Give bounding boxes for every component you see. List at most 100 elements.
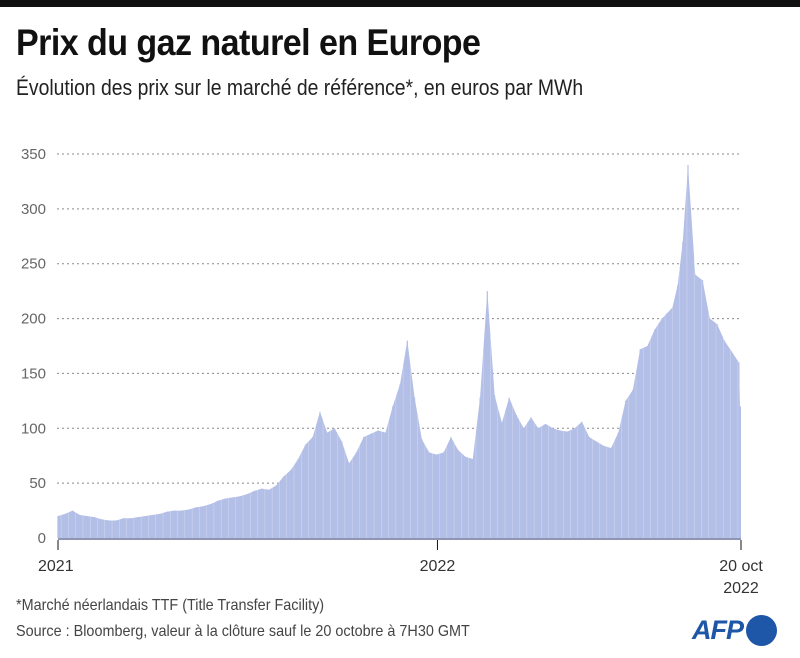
bar bbox=[297, 459, 299, 538]
bar bbox=[523, 428, 525, 538]
bar bbox=[486, 291, 488, 538]
bar bbox=[93, 517, 95, 538]
bar bbox=[137, 517, 139, 538]
y-tick-label-0: 0 bbox=[38, 530, 46, 547]
bar bbox=[57, 516, 59, 538]
bar bbox=[202, 506, 205, 538]
bar bbox=[731, 351, 733, 538]
bar bbox=[682, 241, 684, 538]
bar bbox=[79, 514, 81, 538]
bar bbox=[392, 406, 394, 538]
afp-logo-text: AFP bbox=[692, 614, 744, 645]
bar bbox=[574, 428, 576, 538]
bar bbox=[384, 432, 387, 538]
bar bbox=[406, 340, 408, 538]
bar bbox=[224, 498, 226, 538]
bar bbox=[275, 485, 277, 538]
x-tick-label: 20 oct bbox=[719, 558, 763, 575]
top-bar bbox=[0, 0, 800, 7]
bar bbox=[559, 430, 561, 538]
chart-title: Prix du gaz naturel en Europe bbox=[16, 22, 481, 63]
bar bbox=[687, 164, 689, 538]
bar bbox=[210, 503, 212, 538]
bar bbox=[282, 476, 285, 538]
bar bbox=[654, 329, 656, 538]
x-tick-label-year: 2022 bbox=[723, 580, 759, 597]
bar bbox=[515, 415, 518, 538]
bar bbox=[246, 494, 248, 538]
bar bbox=[537, 428, 539, 538]
x-tick-labels: 2021 2022 20 oct 2022 bbox=[38, 558, 763, 597]
x-tick-label: 2022 bbox=[420, 558, 456, 575]
bar bbox=[326, 432, 328, 538]
bar bbox=[239, 496, 241, 538]
bar bbox=[666, 313, 668, 538]
bar bbox=[108, 520, 110, 538]
bar bbox=[413, 397, 416, 538]
bar bbox=[494, 395, 496, 538]
axes bbox=[57, 538, 742, 550]
y-tick-labels: 0 50 100 150 200 250 300 350 bbox=[21, 146, 46, 547]
bar bbox=[159, 513, 161, 538]
bar bbox=[144, 516, 146, 538]
bar bbox=[253, 490, 256, 538]
bar bbox=[723, 340, 725, 538]
bar bbox=[610, 448, 612, 538]
bar bbox=[661, 318, 663, 538]
bar bbox=[464, 456, 467, 538]
bar bbox=[71, 510, 74, 538]
bars bbox=[57, 164, 741, 538]
bar bbox=[716, 324, 718, 538]
y-tick-label-350: 350 bbox=[21, 146, 46, 163]
bar bbox=[595, 441, 598, 538]
bar bbox=[195, 507, 197, 538]
bar bbox=[646, 346, 649, 538]
bar bbox=[348, 463, 350, 538]
bar bbox=[355, 452, 357, 538]
bar bbox=[421, 439, 423, 538]
y-tick-label-50: 50 bbox=[29, 475, 46, 492]
bar bbox=[617, 432, 619, 538]
bar bbox=[738, 362, 740, 538]
bar bbox=[544, 423, 547, 538]
bar bbox=[304, 444, 307, 538]
bar bbox=[122, 518, 125, 538]
bar bbox=[581, 421, 583, 538]
y-tick-label-100: 100 bbox=[21, 420, 46, 437]
chart-subtitle: Évolution des prix sur le marché de réfé… bbox=[16, 75, 584, 100]
bar bbox=[217, 500, 219, 538]
x-tick-label: 2021 bbox=[38, 558, 74, 575]
bar bbox=[443, 452, 445, 538]
bar bbox=[173, 510, 176, 538]
y-tick-label-300: 300 bbox=[21, 201, 46, 218]
bar bbox=[701, 280, 704, 538]
bar bbox=[341, 441, 343, 538]
bar bbox=[694, 274, 696, 538]
bar bbox=[130, 518, 132, 538]
bar bbox=[152, 514, 154, 538]
bar bbox=[377, 430, 379, 538]
bar-chart: 0 50 100 150 200 250 300 350 2021 2022 20 oct 2022 bbox=[21, 146, 763, 597]
bar bbox=[290, 469, 292, 538]
bar bbox=[479, 397, 481, 538]
bar bbox=[588, 437, 590, 538]
bar bbox=[450, 437, 452, 538]
bar bbox=[101, 519, 103, 538]
bar bbox=[552, 428, 554, 538]
bar bbox=[268, 489, 270, 538]
price-area bbox=[58, 164, 741, 538]
bar bbox=[261, 488, 263, 538]
bar bbox=[603, 445, 605, 538]
y-tick-label-150: 150 bbox=[21, 365, 46, 382]
bar bbox=[312, 437, 314, 538]
bar bbox=[188, 509, 190, 538]
bar bbox=[632, 389, 634, 538]
bar bbox=[501, 422, 503, 538]
bar bbox=[676, 285, 679, 538]
bar bbox=[435, 454, 437, 538]
bar bbox=[333, 428, 336, 538]
bar bbox=[530, 417, 532, 538]
source-note: Source : Bloomberg, valeur à la clôture … bbox=[16, 623, 470, 640]
bar bbox=[709, 318, 711, 538]
afp-logo: AFP bbox=[692, 612, 777, 648]
